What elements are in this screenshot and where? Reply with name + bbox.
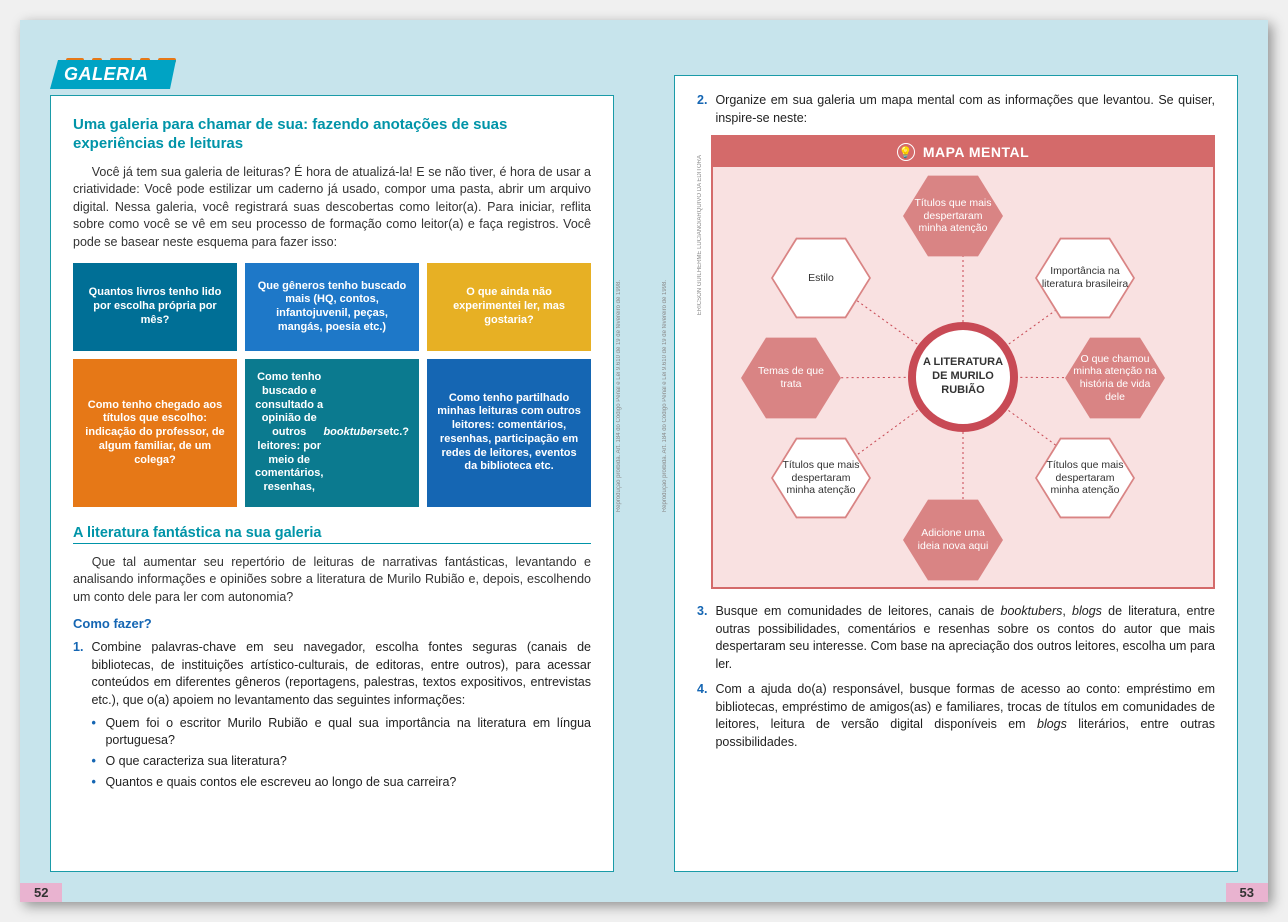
- hex-node: Importância na literatura brasileira: [1035, 235, 1135, 321]
- page-right: 2. Organize em sua galeria um mapa menta…: [644, 20, 1268, 902]
- bullet-item: Quem foi o escritor Murilo Rubião e qual…: [91, 715, 591, 749]
- page-left: GALERIA Uma galeria para chamar de sua: …: [20, 20, 644, 902]
- como-fazer-heading: Como fazer?: [73, 616, 591, 631]
- right-content: 2. Organize em sua galeria um mapa menta…: [674, 75, 1238, 872]
- question-box: O que ainda não experimentei ler, mas go…: [427, 263, 591, 351]
- hex-label: Títulos que mais despertaram minha atenç…: [909, 197, 997, 235]
- hex-node: O que chamou minha atenção na história d…: [1065, 335, 1165, 421]
- intro-paragraph: Você já tem sua galeria de leituras? É h…: [73, 164, 591, 252]
- question-box: Que gêneros tenho buscado mais (HQ, cont…: [245, 263, 419, 351]
- galeria-tab: GALERIA: [50, 58, 176, 89]
- list-item: 1. Combine palavras-chave em seu navegad…: [73, 639, 591, 795]
- mapa-mental-diagram: 💡 MAPA MENTAL A LITERATURA DE MURILO RUB…: [711, 135, 1215, 589]
- center-node: A LITERATURA DE MURILO RUBIÃO: [908, 322, 1018, 432]
- center-text: A LITERATURA DE MURILO RUBIÃO: [916, 356, 1010, 397]
- image-credit: ERICSON GUILHERME LUCIANO/ARQUIVO DA EDI…: [697, 155, 703, 315]
- hex-label: Estilo: [808, 272, 834, 285]
- item-number: 4.: [697, 681, 707, 751]
- question-boxes-grid: Quantos livros tenho lido por escolha pr…: [73, 263, 591, 507]
- item-text: Combine palavras-chave em seu navegador,…: [91, 639, 591, 795]
- item3-text: Busque em comunidades de leitores, canai…: [715, 603, 1215, 673]
- lightbulb-icon: 💡: [897, 143, 915, 161]
- hex-node: Estilo: [771, 235, 871, 321]
- copyright-notice-left: Reprodução proibida. Art. 184 do Código …: [616, 280, 622, 512]
- list-item: 3. Busque em comunidades de leitores, ca…: [697, 603, 1215, 673]
- hex-label: Títulos que mais despertaram minha atenç…: [777, 459, 865, 497]
- instruction-list-left: 1. Combine palavras-chave em seu navegad…: [73, 639, 591, 795]
- mapa-header: 💡 MAPA MENTAL: [713, 137, 1213, 167]
- hex-node: Adicione uma ideia nova aqui: [903, 497, 1003, 583]
- hex-node: Títulos que mais despertaram minha atenç…: [1035, 435, 1135, 521]
- item-number: 2.: [697, 92, 707, 127]
- hex-label: O que chamou minha atenção na história d…: [1071, 353, 1159, 403]
- mapa-title: MAPA MENTAL: [923, 144, 1029, 160]
- question-box: Quantos livros tenho lido por escolha pr…: [73, 263, 237, 351]
- hex-node: Títulos que mais despertaram minha atenç…: [771, 435, 871, 521]
- sub-paragraph: Que tal aumentar seu repertório de leitu…: [73, 554, 591, 607]
- list-item: 4. Com a ajuda do(a) responsável, busque…: [697, 681, 1215, 751]
- bullet-item: Quantos e quais contos ele escreveu ao l…: [91, 774, 591, 791]
- section-title: Uma galeria para chamar de sua: fazendo …: [73, 116, 591, 154]
- instruction-list-right: 2. Organize em sua galeria um mapa menta…: [697, 92, 1215, 127]
- subsection-title: A literatura fantástica na sua galeria: [73, 525, 591, 544]
- bullet-item: O que caracteriza sua literatura?: [91, 753, 591, 770]
- copyright-notice-right: Reprodução proibida. Art. 184 do Código …: [662, 280, 668, 512]
- page-number-left: 52: [20, 883, 62, 902]
- hex-label: Adicione uma ideia nova aqui: [909, 527, 997, 552]
- bullet-list: Quem foi o escritor Murilo Rubião e qual…: [91, 715, 591, 791]
- hex-node: Temas de que trata: [741, 335, 841, 421]
- hex-node: Títulos que mais despertaram minha atenç…: [903, 173, 1003, 259]
- question-box: Como tenho partilhado minhas leituras co…: [427, 359, 591, 507]
- hex-label: Importância na literatura brasileira: [1041, 265, 1129, 290]
- item1-text: Combine palavras-chave em seu navegador,…: [91, 640, 591, 707]
- item-number: 3.: [697, 603, 707, 673]
- list-item: 2. Organize em sua galeria um mapa menta…: [697, 92, 1215, 127]
- item-number: 1.: [73, 639, 83, 795]
- mapa-body: A LITERATURA DE MURILO RUBIÃO Títulos qu…: [713, 167, 1213, 587]
- left-content: Uma galeria para chamar de sua: fazendo …: [50, 95, 614, 872]
- question-box: Como tenho chegado aos títulos que escol…: [73, 359, 237, 507]
- book-spread: GALERIA Uma galeria para chamar de sua: …: [20, 20, 1268, 902]
- hex-label: Títulos que mais despertaram minha atenç…: [1041, 459, 1129, 497]
- galeria-label: GALERIA: [50, 60, 176, 89]
- item4-text: Com a ajuda do(a) responsável, busque fo…: [715, 681, 1215, 751]
- hex-label: Temas de que trata: [747, 365, 835, 390]
- instruction-list-right-cont: 3. Busque em comunidades de leitores, ca…: [697, 603, 1215, 751]
- item2-text: Organize em sua galeria um mapa mental c…: [715, 92, 1215, 127]
- question-box: Como tenho buscado e consultado a opiniã…: [245, 359, 419, 507]
- page-number-right: 53: [1226, 883, 1268, 902]
